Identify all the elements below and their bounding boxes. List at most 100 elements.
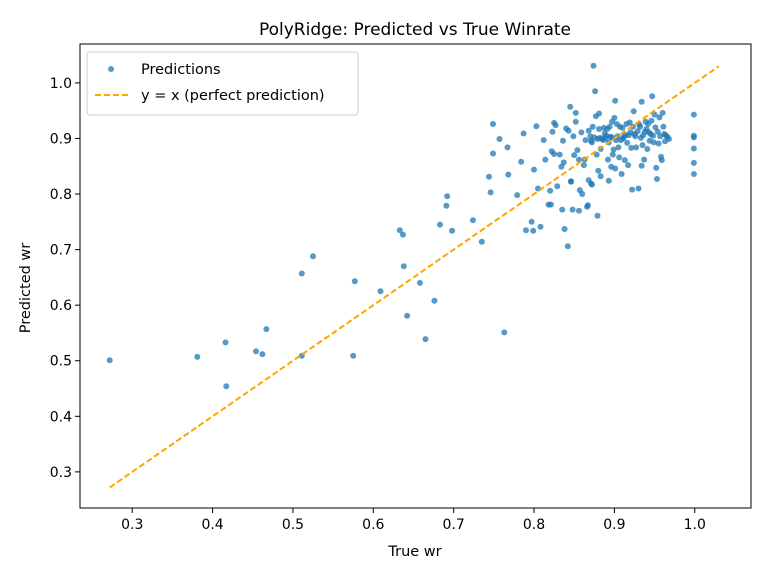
data-point (619, 124, 626, 131)
data-point (449, 227, 456, 234)
data-point (422, 336, 429, 343)
data-point (404, 312, 411, 319)
data-point (690, 171, 697, 177)
data-point (504, 144, 511, 151)
data-point (582, 137, 589, 144)
data-point (606, 123, 613, 130)
data-point (650, 132, 656, 139)
data-point (639, 142, 646, 149)
data-point (648, 117, 655, 124)
data-point (554, 183, 561, 190)
data-point (263, 326, 270, 333)
data-point (572, 109, 579, 116)
data-point (520, 130, 527, 137)
x-tick-label: 0.6 (362, 517, 384, 533)
data-point (396, 227, 403, 234)
data-point (596, 110, 603, 117)
data-point (579, 191, 586, 197)
data-point (416, 279, 423, 286)
x-tick-label: 0.7 (443, 517, 465, 533)
data-point (618, 171, 625, 177)
data-point (350, 352, 357, 359)
plot-frame (79, 43, 752, 509)
data-point (611, 114, 618, 121)
data-point (310, 253, 316, 260)
data-point (590, 62, 597, 69)
data-point (298, 270, 305, 277)
data-point (572, 118, 579, 125)
data-point (624, 139, 631, 146)
data-point (518, 158, 525, 165)
data-point (523, 227, 529, 234)
data-point (605, 177, 612, 184)
data-point (531, 166, 537, 173)
data-point (501, 329, 508, 336)
data-point (621, 157, 628, 164)
data-point (597, 173, 604, 180)
data-point (654, 176, 660, 182)
data-point (194, 353, 201, 360)
data-point (437, 221, 443, 228)
data-point (612, 97, 619, 104)
data-point (444, 193, 451, 200)
data-point (505, 171, 512, 178)
data-point (549, 128, 556, 135)
x-tick-label: 0.8 (523, 517, 545, 533)
data-point (571, 152, 578, 159)
y-tick-label: 0.6 (50, 298, 72, 314)
data-point (486, 173, 492, 180)
data-point (605, 156, 611, 163)
data-point (637, 123, 644, 130)
data-point (634, 128, 641, 135)
data-point (615, 144, 622, 151)
data-point (595, 167, 602, 174)
data-point (626, 119, 633, 126)
data-point (574, 147, 581, 154)
data-point (655, 140, 662, 147)
data-point (528, 218, 535, 225)
data-point (632, 133, 639, 140)
data-point (253, 348, 259, 355)
data-point (690, 134, 697, 141)
y-tick-label: 0.7 (50, 243, 72, 259)
data-point (652, 124, 659, 131)
data-point (666, 136, 672, 142)
data-point (569, 206, 576, 213)
data-point (556, 151, 563, 158)
data-point (644, 146, 651, 152)
x-axis-title: True wr (387, 544, 441, 560)
data-point (610, 146, 617, 153)
data-point (616, 154, 623, 161)
data-point (649, 93, 656, 100)
data-point (558, 163, 565, 170)
data-point (431, 297, 438, 304)
data-point (400, 263, 407, 270)
data-point (106, 357, 113, 364)
legend: Predictions y = x (perfect prediction) (86, 51, 359, 116)
data-point (654, 128, 661, 135)
data-point (690, 159, 697, 166)
data-point (570, 133, 577, 140)
data-point (641, 156, 648, 163)
data-point (589, 123, 596, 130)
legend-label-reference: y = x (perfect prediction) (141, 88, 325, 104)
axes: 0.3 0.4 0.5 0.6 0.7 0.8 0.9 1.0 0.3 0.4 0.5 0.6 0.7 0… (50, 43, 752, 533)
data-point (625, 162, 632, 169)
data-point (540, 137, 547, 144)
data-point (580, 162, 587, 169)
data-point (609, 151, 616, 158)
data-point (547, 201, 554, 208)
data-point (487, 189, 494, 196)
data-point (592, 88, 599, 95)
data-point (565, 127, 572, 134)
data-point (650, 139, 657, 146)
data-point (559, 206, 566, 213)
data-point (259, 351, 266, 358)
data-point (564, 243, 571, 250)
data-point (690, 111, 697, 118)
data-point (400, 231, 406, 238)
data-point (596, 126, 603, 132)
data-point (629, 186, 636, 193)
data-point (542, 156, 549, 163)
data-point (552, 122, 559, 129)
